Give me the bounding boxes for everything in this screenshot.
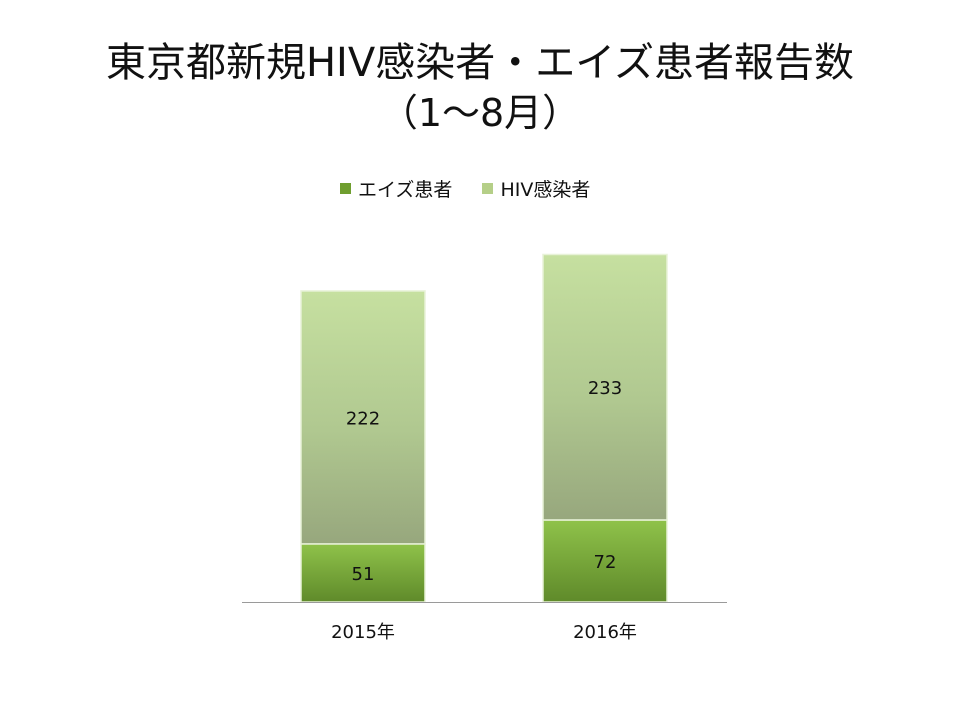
legend-swatch-hiv xyxy=(482,182,494,194)
legend-label-aids: エイズ患者 xyxy=(358,178,453,201)
bar-hiv-2 xyxy=(542,253,668,521)
legend-item-aids: エイズ患者 xyxy=(340,175,452,202)
data-label-hiv-1: 222 xyxy=(346,408,380,429)
data-label-hiv-2: 233 xyxy=(588,378,622,399)
data-label-aids-2: 72 xyxy=(594,552,617,573)
legend: エイズ患者 HIV感染者 xyxy=(340,174,590,202)
x-tick-label-2: 2016年 xyxy=(573,622,637,643)
data-label-aids-1: 51 xyxy=(352,564,375,585)
legend-swatch-aids xyxy=(340,182,351,194)
legend-item-hiv: HIV感染者 xyxy=(482,175,590,202)
bar-hiv-1 xyxy=(300,290,426,545)
legend-label-hiv: HIV感染者 xyxy=(500,178,591,201)
chart-subtitle: （1～8月） xyxy=(379,91,581,135)
chart-title: 東京都新規HIV感染者・エイズ患者報告数 xyxy=(105,40,855,86)
x-tick-label-1: 2015年 xyxy=(331,622,395,643)
